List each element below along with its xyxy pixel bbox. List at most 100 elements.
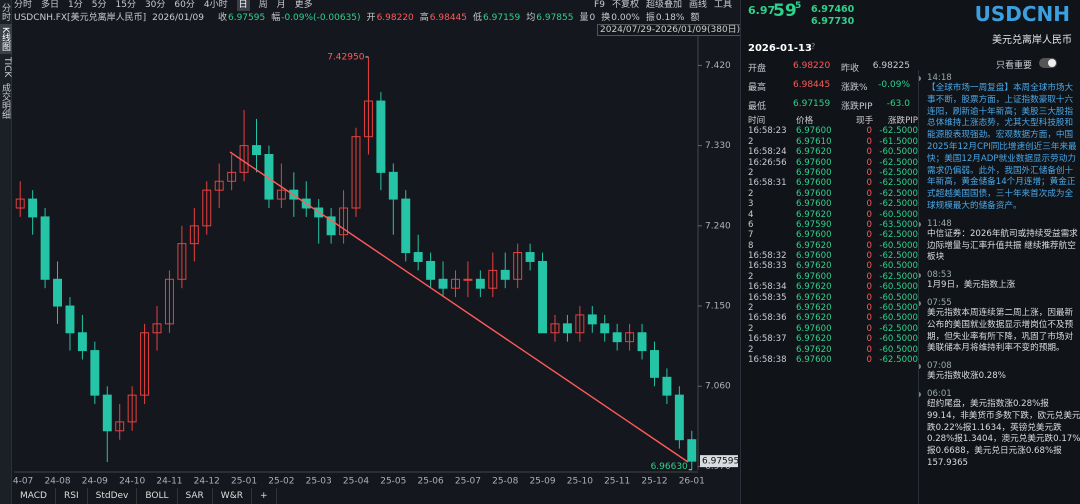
- x-tick-label: 24-07: [12, 477, 33, 487]
- trade-list: 时间 价格 现手 涨跌PIP 16:58:23 6.97600 0 -62.5000 2 6.97…: [748, 116, 918, 365]
- candle-body: [674, 394, 684, 441]
- trade-cell: 2: [748, 323, 754, 334]
- side-tab[interactable]: TICK: [2, 56, 12, 78]
- trend-line: [229, 151, 689, 463]
- trade-cell: 0: [866, 354, 872, 365]
- candle-body: [214, 180, 224, 191]
- trade-row: 2 6.97620 0 -60.5000: [748, 345, 918, 355]
- ask: 6.97730: [811, 16, 855, 27]
- trade-cell: 0: [866, 178, 872, 189]
- trade-cell: 6.97600: [796, 157, 832, 168]
- tool-button[interactable]: 工具: [713, 0, 732, 10]
- tool-button[interactable]: 不复权: [611, 0, 639, 10]
- side-tab[interactable]: 成交明细: [0, 83, 10, 120]
- period-button[interactable]: 60分: [174, 0, 195, 10]
- period-button[interactable]: 多日: [41, 0, 60, 10]
- indicator-tab[interactable]: StdDev: [88, 488, 138, 504]
- candle-body: [276, 189, 286, 200]
- trade-cell: -60.5000: [879, 209, 918, 220]
- indicator-tab[interactable]: SAR: [178, 488, 213, 504]
- x-tick-label: 25-04: [343, 477, 369, 487]
- period-button[interactable]: 周: [258, 0, 268, 10]
- tool-button[interactable]: 画线: [688, 0, 707, 10]
- trade-cell: 6.97620: [796, 240, 832, 251]
- period-button[interactable]: 15分: [115, 0, 136, 10]
- news-time: 07:08: [919, 361, 1080, 371]
- trade-cell: 6.97600: [796, 167, 832, 178]
- trade-cell: 16:58:31: [748, 178, 787, 189]
- tool-button[interactable]: 超级叠加: [645, 0, 682, 10]
- trade-cell: -62.5000: [879, 199, 918, 210]
- period-button[interactable]: 1分: [68, 0, 83, 10]
- side-tab[interactable]: K线图: [0, 24, 12, 54]
- trade-cell: -60.5000: [879, 303, 918, 314]
- info-label: 低: [473, 13, 483, 23]
- period-button[interactable]: 5分: [91, 0, 107, 10]
- trade-cell: 16:58:32: [748, 251, 787, 262]
- candle-body: [376, 100, 386, 173]
- period-button[interactable]: 30分: [144, 0, 166, 10]
- info-label: 幅: [271, 13, 281, 23]
- period-button[interactable]: 月: [276, 0, 286, 10]
- quote-date: 2026-01-13: [748, 43, 812, 54]
- info-value: 6.98445: [429, 13, 468, 23]
- trade-cell: 0: [866, 126, 872, 137]
- news-text[interactable]: 1月9日，美元指数上涨: [927, 280, 1016, 291]
- trade-header-cell: 现手: [856, 116, 874, 126]
- trade-cell: -60.5000: [879, 334, 918, 345]
- news-text[interactable]: 中信证券：2026年航司或持续受益需求边际增量与汇率升值共振 继续推荐航空板块: [927, 228, 1078, 263]
- indicator-tab[interactable]: +: [252, 488, 277, 504]
- trade-cell: -60.5000: [879, 292, 918, 303]
- period-button[interactable]: 4小时: [203, 0, 228, 10]
- trade-cell: 6.97600: [796, 188, 832, 199]
- trade-cell: 6.97620: [796, 282, 832, 293]
- indicator-tab[interactable]: RSI: [56, 488, 88, 504]
- trade-cell: -60.5000: [879, 313, 918, 324]
- trade-cell: -62.5000: [879, 251, 918, 262]
- trade-cell: 0: [866, 303, 872, 314]
- trade-row: 2 6.97620 0 -60.5000: [748, 303, 918, 313]
- indicator-tab[interactable]: BOLL: [137, 488, 178, 504]
- info-label: 均: [526, 13, 536, 23]
- trade-row: 2 6.97600 0 -62.5000: [748, 324, 918, 334]
- indicator-tab[interactable]: MACD: [12, 488, 56, 504]
- news-text[interactable]: 美元指数收涨0.28%: [927, 371, 1006, 382]
- price-small: 5: [795, 1, 802, 11]
- news-text[interactable]: 【全球市场一周复盘】本周全球市场大事不断，股票方面，上证指数豪取十六连阳，刷新逾…: [927, 83, 1077, 211]
- candle-body: [413, 252, 423, 262]
- news-text[interactable]: 美元指数本周连续第二周上涨，因最新公布的美国就业数据显示增岗位不及预期，但失业率…: [927, 307, 1074, 354]
- side-tab[interactable]: 分时: [0, 3, 10, 21]
- trade-row: 16:58:31 6.97600 0 -62.5000: [748, 178, 918, 188]
- candle-body: [438, 278, 448, 289]
- news-text[interactable]: 纽约尾盘，美元指数涨0.28%报99.14，非美货币多数下跌，欧元兑美元跌0.2…: [927, 398, 1080, 468]
- indicator-tabs: MACD RSI StdDev BOLL SAR W&R +: [12, 488, 277, 504]
- candle-body: [53, 278, 63, 307]
- candle-body: [90, 350, 100, 396]
- trade-cell: 6.97620: [796, 209, 832, 220]
- trade-row: 4 6.97620 0 -60.5000: [748, 210, 918, 220]
- trade-row: 2 6.97600 0 -62.5000: [748, 189, 918, 199]
- y-tick-label: 7.420: [705, 61, 731, 71]
- period-button[interactable]: 日: [236, 0, 250, 11]
- tool-button[interactable]: F9: [594, 0, 605, 10]
- trade-cell: 0: [866, 219, 872, 230]
- filter-toggle[interactable]: [1039, 58, 1057, 68]
- trade-cell: 6.97600: [796, 354, 832, 365]
- candle-body: [687, 439, 697, 462]
- x-tick-label: 25-10: [567, 477, 593, 487]
- period-button[interactable]: 更多: [294, 0, 313, 10]
- price-main: 6.97: [748, 4, 776, 17]
- trade-cell: 6.97590: [796, 219, 832, 230]
- trade-cell: -62.5000: [879, 271, 918, 282]
- help[interactable]: ?: [811, 42, 816, 51]
- candle-body: [115, 421, 125, 432]
- candle-body: [252, 145, 261, 156]
- candle-body: [40, 216, 50, 280]
- candle-body: [401, 198, 411, 254]
- x-tick-label: 26-01: [679, 477, 705, 487]
- info-label: 高: [419, 13, 429, 23]
- indicator-tab[interactable]: W&R: [213, 488, 252, 504]
- trade-cell: 2: [748, 344, 754, 355]
- period-button[interactable]: 分时: [14, 0, 33, 10]
